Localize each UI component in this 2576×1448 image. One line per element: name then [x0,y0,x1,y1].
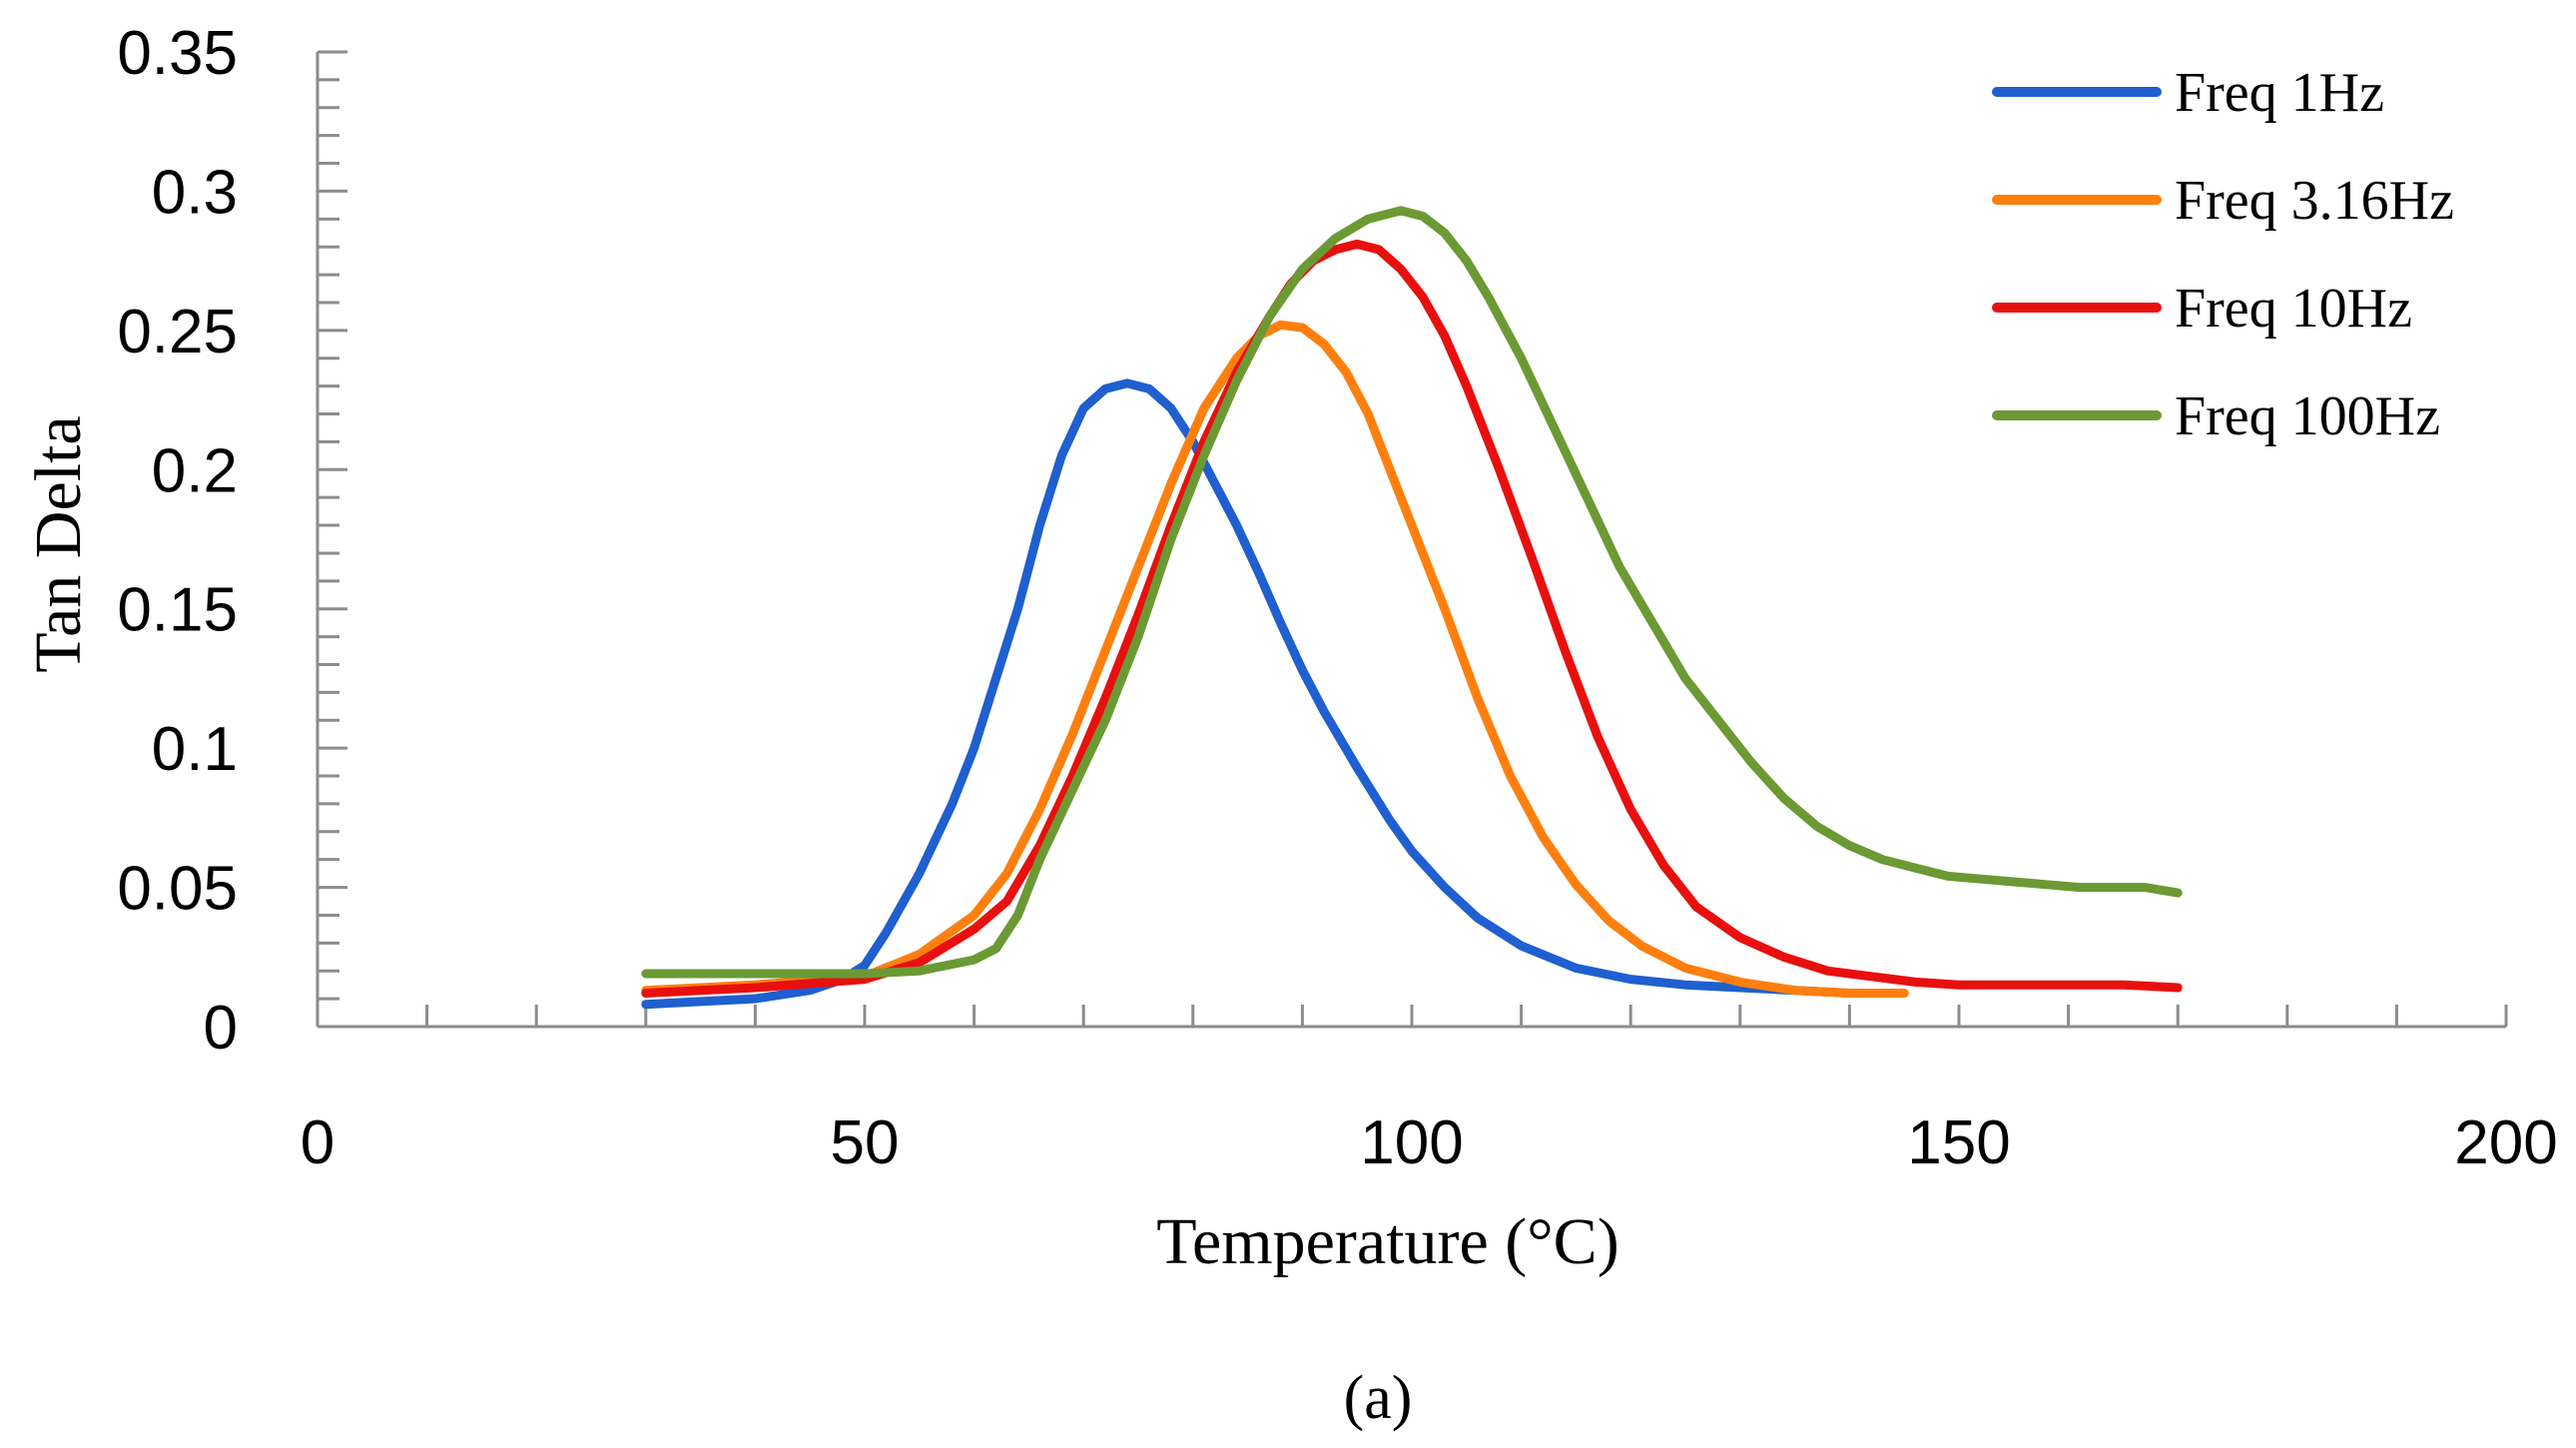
y-axis-title: Tan Delta [22,415,95,672]
y-tick-label: 0.2 [152,436,238,505]
y-tick-label: 0.35 [117,19,238,88]
legend-label: Freq 1Hz [2175,62,2384,124]
figure-caption: (a) [1344,1364,1413,1432]
plot-area [641,206,2183,1010]
y-tick-label: 0.25 [117,298,238,366]
x-tick-label: 50 [831,1108,900,1177]
x-axis-title: Temperature (°C) [1156,1205,1618,1278]
series-line-3 [641,239,2183,998]
y-tick-label: 0.3 [152,158,238,227]
x-tick-label: 200 [2454,1108,2557,1177]
legend-label: Freq 3.16Hz [2175,170,2454,232]
x-tick-label: 150 [1907,1108,2010,1177]
axes: 0 0.05 0.1 0.15 0.2 0.25 0.3 0.35 0 50 100 150 200 [117,19,2557,1177]
y-tick-label: 0.15 [117,576,238,645]
x-tick-label: 100 [1360,1108,1463,1177]
series-line-4 [641,206,2183,979]
legend: Freq 1Hz Freq 3.16Hz Freq 10Hz Freq 100Hz [1992,62,2454,447]
y-tick-label: 0 [204,994,238,1063]
y-tick-label: 0.05 [117,855,238,924]
series-line-1 [641,378,1909,1010]
legend-label: Freq 100Hz [2175,385,2440,447]
y-tick-label: 0.1 [152,715,238,784]
x-tick-label: 0 [301,1108,334,1177]
series-line-2 [641,320,1909,998]
legend-label: Freq 10Hz [2175,278,2412,340]
